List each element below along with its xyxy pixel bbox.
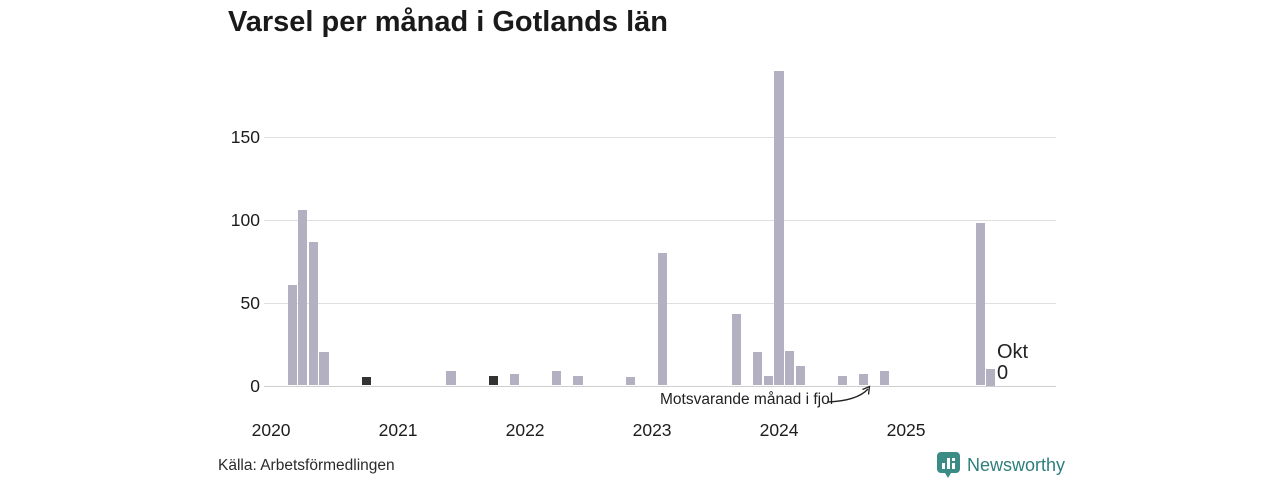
y-gridline [264,220,1056,222]
y-gridline [264,137,1056,139]
bar-2023-02 [658,253,668,386]
bar-2024-07 [837,375,848,386]
y-tick-label: 50 [240,292,260,313]
newsworthy-logo-icon [937,452,960,478]
x-tick-label: 2021 [378,420,418,440]
bar-2021-12 [509,373,520,386]
bar-2022-11 [626,377,636,386]
y-gridline [264,385,1056,387]
bar-2022-04 [552,370,562,386]
bar-2020-05 [308,241,318,386]
bar-2020-03 [287,284,297,386]
bar-2021-06 [446,370,456,386]
latest-month-label: Okt [997,341,1029,363]
newsworthy-brand-label: Newsworthy [967,454,1066,475]
y-tick-label: 100 [230,210,260,231]
bar-2022-06 [573,375,583,386]
latest-month-value: 0 [997,362,1009,384]
x-tick-label: 2024 [759,420,799,440]
bar-2024-02 [785,350,795,386]
bar-2021-10 [488,375,498,386]
y-tick-label: 150 [230,127,260,148]
bar-2020-06 [319,352,329,386]
x-tick-label: 2020 [251,420,291,440]
latest-month-annotation: Okt 0 [997,342,1028,384]
x-tick-label: 2023 [632,420,672,440]
bar-2023-09 [732,314,742,386]
annotation-label: Motsvarande månad i fjol [660,391,834,408]
bar-2024-11 [880,370,890,386]
source-label: Källa: Arbetsförmedlingen [218,457,395,474]
bar-2024-09 [859,373,869,386]
bar-2020-10 [361,377,371,386]
x-tick-label: 2022 [505,420,545,440]
bar-2025-09 [986,369,996,386]
newsworthy-logo: Newsworthy [937,452,1065,478]
y-tick-label: 0 [250,375,260,396]
chart-title: Varsel per månad i Gotlands län [228,6,668,38]
bar-2024-01 [774,71,784,386]
bar-2020-04 [298,210,308,386]
bar-2024-03 [795,365,805,386]
bar-2023-12 [763,375,774,386]
bar-2023-11 [753,352,763,386]
bar-2025-08 [975,223,985,386]
x-tick-label: 2025 [886,420,926,440]
